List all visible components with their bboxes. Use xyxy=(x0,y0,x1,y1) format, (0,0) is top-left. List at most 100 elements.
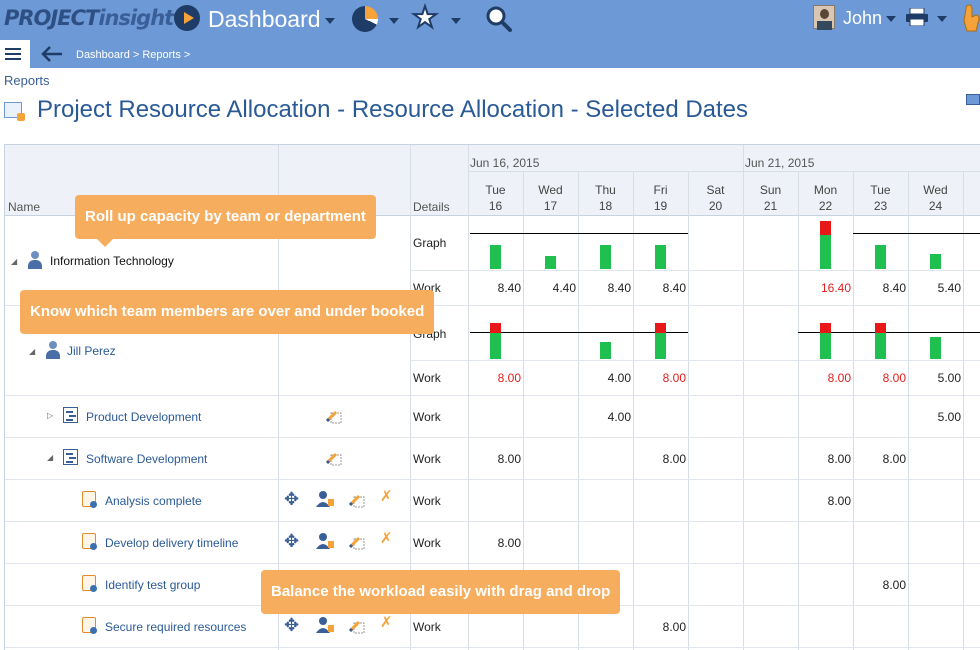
unassign-icon[interactable]: ✗ xyxy=(380,614,393,631)
day-number: 24 xyxy=(928,199,943,213)
dashboard-play-icon[interactable] xyxy=(174,5,200,31)
column-divider xyxy=(278,145,279,650)
collapse-triangle-icon[interactable]: ◢ xyxy=(29,347,36,356)
favorites-star-icon[interactable]: ★ xyxy=(411,1,439,35)
search-icon[interactable] xyxy=(485,5,512,32)
favorites-chevron-down-icon[interactable] xyxy=(451,18,461,24)
column-divider xyxy=(410,145,411,650)
expand-triangle-icon[interactable]: ▷ xyxy=(47,411,54,420)
overbooked-bar xyxy=(490,323,501,333)
collapse-triangle-icon[interactable]: ◢ xyxy=(11,257,18,266)
printer-chevron-down-icon[interactable] xyxy=(937,16,947,22)
row-divider xyxy=(410,270,980,271)
edit-icon[interactable] xyxy=(349,492,365,508)
work-value: 8.00 xyxy=(662,620,686,634)
user-chevron-down-icon[interactable] xyxy=(886,16,896,22)
column-header-name[interactable]: Name xyxy=(8,200,41,214)
unassign-icon[interactable]: ✗ xyxy=(380,488,393,505)
day-name: Tue xyxy=(485,183,506,197)
allocation-bar xyxy=(820,235,831,269)
assign-resource-icon[interactable] xyxy=(316,616,334,634)
edit-icon[interactable] xyxy=(326,450,342,466)
reports-chevron-down-icon[interactable] xyxy=(389,18,399,24)
column-divider xyxy=(468,145,469,650)
day-name: Mon xyxy=(813,183,838,197)
assign-resource-icon[interactable] xyxy=(316,490,334,508)
unassign-icon[interactable]: ✗ xyxy=(380,530,393,547)
day-name: Tue xyxy=(870,183,891,197)
user-avatar[interactable] xyxy=(813,5,835,30)
task-icon xyxy=(82,533,97,550)
allocation-bar xyxy=(600,245,611,269)
column-divider xyxy=(688,171,689,650)
move-icon[interactable]: ✥ xyxy=(284,489,300,509)
task-link-identify-test-group[interactable]: Identify test group xyxy=(105,578,201,592)
team-name-information-technology[interactable]: Information Technology xyxy=(50,254,174,268)
project-link-software-development[interactable]: Software Development xyxy=(86,452,208,466)
section-label[interactable]: Reports xyxy=(4,73,50,88)
logo-part2: insight xyxy=(98,6,174,30)
page-title: Project Resource Allocation - Resource A… xyxy=(37,96,749,123)
work-value: 8.40 xyxy=(607,281,631,295)
breadcrumb[interactable]: Dashboard > Reports > xyxy=(76,49,191,61)
row-divider xyxy=(5,479,980,480)
column-header-details[interactable]: Details xyxy=(413,200,450,214)
task-link-develop-delivery-timeline[interactable]: Develop delivery timeline xyxy=(105,536,239,550)
assign-resource-icon[interactable] xyxy=(316,532,334,550)
day-name: Sun xyxy=(759,183,782,197)
week-label-2: Jun 21, 2015 xyxy=(745,156,815,170)
edit-icon[interactable] xyxy=(349,534,365,550)
user-name-menu[interactable]: John xyxy=(843,8,883,28)
work-value: 5.40 xyxy=(937,281,961,295)
day-name: Fri xyxy=(653,183,668,197)
task-link-analysis-complete[interactable]: Analysis complete xyxy=(105,494,202,508)
work-value: 4.00 xyxy=(607,410,631,424)
row-divider xyxy=(410,360,980,361)
back-arrow-icon[interactable] xyxy=(40,45,64,63)
allocation-bar xyxy=(930,337,941,359)
hand-icon[interactable] xyxy=(962,3,980,33)
details-graph-label: Graph xyxy=(413,236,447,250)
day-number: 21 xyxy=(763,199,778,213)
details-work-label: Work xyxy=(413,410,441,424)
task-link-secure-required-resources[interactable]: Secure required resources xyxy=(105,620,247,634)
overbooked-bar xyxy=(875,323,886,333)
column-divider xyxy=(633,171,634,650)
work-value: 8.00 xyxy=(827,452,851,466)
day-number: 22 xyxy=(818,199,833,213)
grid-header-dates xyxy=(468,145,980,215)
row-divider xyxy=(5,647,980,648)
allocation-bar xyxy=(655,245,666,269)
collapse-triangle-icon[interactable]: ◢ xyxy=(47,453,54,462)
monitor-icon[interactable] xyxy=(966,94,980,105)
callout-roll-up-capacity: Roll up capacity by team or department xyxy=(75,195,376,247)
reports-pie-icon[interactable] xyxy=(352,6,378,32)
column-divider xyxy=(963,171,964,650)
work-value-overbooked: 8.00 xyxy=(882,371,906,385)
work-value: 8.40 xyxy=(497,281,521,295)
day-name: Wed xyxy=(923,183,948,197)
dashboard-chevron-down-icon[interactable] xyxy=(325,18,335,24)
capacity-line xyxy=(853,233,980,234)
column-divider xyxy=(798,171,799,650)
task-icon xyxy=(82,491,97,508)
move-icon[interactable]: ✥ xyxy=(284,615,300,635)
allocation-bar xyxy=(655,333,666,359)
allocation-bar xyxy=(545,256,556,269)
work-value: 8.00 xyxy=(882,452,906,466)
hamburger-menu-button[interactable] xyxy=(0,40,30,68)
project-link-product-development[interactable]: Product Development xyxy=(86,410,202,424)
move-icon[interactable]: ✥ xyxy=(284,531,300,551)
edit-icon[interactable] xyxy=(326,408,342,424)
menu-line-icon xyxy=(5,48,21,50)
app-logo[interactable]: PROJECTinsight xyxy=(4,6,174,30)
dashboard-menu[interactable]: Dashboard xyxy=(208,6,321,32)
week-label-1: Jun 16, 2015 xyxy=(470,156,540,170)
row-divider xyxy=(5,521,980,522)
capacity-line xyxy=(798,332,980,333)
work-value: 8.00 xyxy=(497,452,521,466)
details-work-label: Work xyxy=(413,494,441,508)
edit-icon[interactable] xyxy=(349,618,365,634)
resource-name-jill-perez[interactable]: Jill Perez xyxy=(67,344,116,358)
printer-icon[interactable] xyxy=(906,8,928,26)
